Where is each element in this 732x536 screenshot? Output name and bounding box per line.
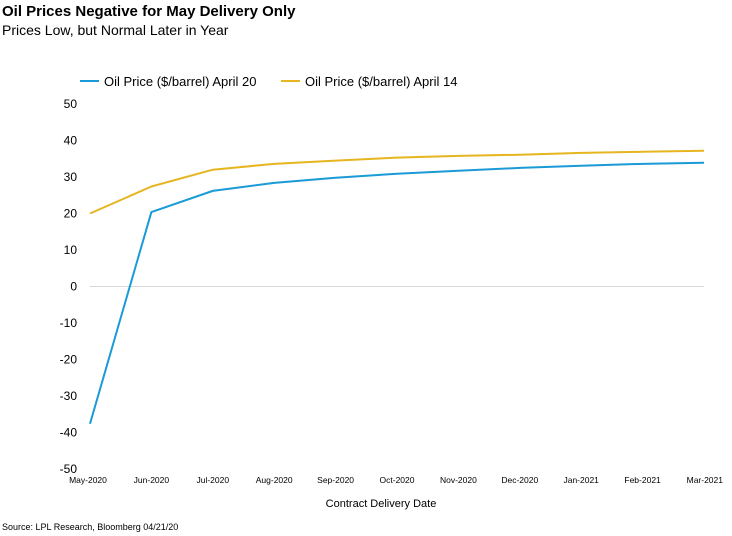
y-tick-label: -50	[60, 462, 78, 476]
legend: Oil Price ($/barrel) April 20 Oil Price …	[80, 74, 457, 89]
x-tick-label: May-2020	[69, 475, 107, 485]
y-tick-label: 0	[70, 280, 77, 294]
y-tick-label: -10	[60, 316, 78, 330]
y-tick-label: 40	[64, 134, 78, 148]
x-tick-label: Aug-2020	[256, 475, 293, 485]
y-tick-label: 20	[64, 207, 78, 221]
y-tick-label: -40	[60, 426, 78, 440]
series-line	[89, 149, 705, 215]
x-tick-label: Jul-2020	[196, 475, 229, 485]
legend-label-april-14: Oil Price ($/barrel) April 14	[305, 74, 457, 89]
x-tick-label: Mar-2021	[687, 475, 724, 485]
x-tick-label: Sep-2020	[317, 475, 354, 485]
x-tick-label: Oct-2020	[380, 475, 415, 485]
legend-item-april-20: Oil Price ($/barrel) April 20	[80, 74, 256, 89]
x-tick-label: Jan-2021	[563, 475, 599, 485]
x-axis: May-2020 Jun-2020 Jul-2020 Aug-2020 Sep-2020…	[69, 475, 723, 485]
x-axis-title: Contract Delivery Date	[326, 498, 437, 510]
x-tick-label: Nov-2020	[440, 475, 477, 485]
legend-item-april-14: Oil Price ($/barrel) April 14	[281, 74, 457, 89]
legend-label-april-20: Oil Price ($/barrel) April 20	[104, 74, 256, 89]
y-tick-label: 50	[64, 97, 78, 111]
y-axis: 50 40 30 20 10 0 -10 -20 -30 -40 -50	[60, 97, 78, 476]
chart-title: Oil Prices Negative for May Delivery Onl…	[2, 3, 296, 20]
series-line	[89, 161, 705, 425]
y-tick-label: -20	[60, 353, 78, 367]
x-tick-label: Feb-2021	[624, 475, 661, 485]
x-tick-label: Jun-2020	[134, 475, 170, 485]
series-april-14	[89, 149, 705, 215]
series-april-20	[89, 161, 705, 425]
chart-subtitle: Prices Low, but Normal Later in Year	[2, 22, 229, 38]
y-tick-label: 30	[64, 170, 78, 184]
x-tick-label: Dec-2020	[501, 475, 538, 485]
source-note: Source: LPL Research, Bloomberg 04/21/20	[2, 522, 179, 532]
y-tick-label: 10	[64, 243, 78, 257]
series-layer	[89, 149, 705, 425]
y-tick-label: -30	[60, 389, 78, 403]
